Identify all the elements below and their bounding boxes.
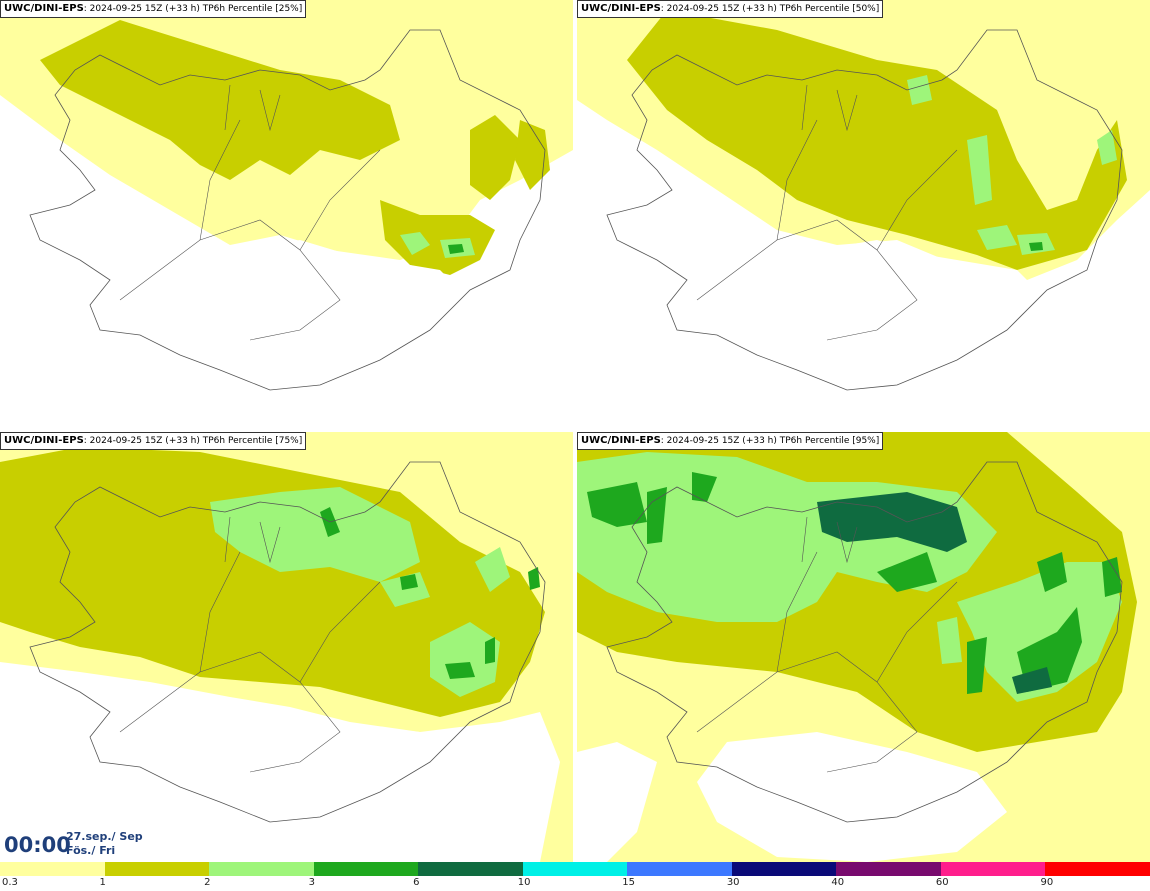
colorbar-segment [104,862,210,876]
panel-title: UWC/DINI-EPS: 2024-09-25 15Z (+33 h) TP6… [0,0,307,18]
map-panel-50: UWC/DINI-EPS: 2024-09-25 15Z (+33 h) TP6… [577,0,1150,430]
run-info: : 2024-09-25 15Z (+33 h) TP6h Percentile… [660,4,880,14]
panel-title: UWC/DINI-EPS: 2024-09-25 15Z (+33 h) TP6… [0,432,307,450]
model-source: UWC/DINI-EPS [4,435,84,446]
colorbar-segment [627,862,732,876]
colorbar-segment [209,862,314,876]
panel-title: UWC/DINI-EPS: 2024-09-25 15Z (+33 h) TP6… [577,432,884,450]
model-source: UWC/DINI-EPS [581,3,661,14]
colorbar-segment [940,862,1046,876]
precipitation-map [577,0,1150,391]
colorbar-segment [0,862,105,876]
precipitation-map [577,432,1150,862]
colorbar-segment [418,862,523,876]
map-panel-95: UWC/DINI-EPS: 2024-09-25 15Z (+33 h) TP6… [577,432,1150,862]
precipitation-map [0,432,573,862]
colorbar-tick-label: 10 [517,877,531,888]
colorbar-segment [313,862,419,876]
valid-time: 00:00 [4,833,71,857]
colorbar-segment [836,862,941,876]
run-info: : 2024-09-25 15Z (+33 h) TP6h Percentile… [83,4,303,14]
colorbar-tick-label: 15 [622,877,635,888]
map-panel-25: UWC/DINI-EPS: 2024-09-25 15Z (+33 h) TP6… [0,0,573,430]
colorbar-tick-label: 3 [308,877,315,888]
colorbar-tick-label: 60 [935,877,949,888]
valid-date: 27.sep./ Sep [66,830,143,843]
colorbar-tick-label: 40 [831,877,845,888]
colorbar-tick-label: 90 [1040,877,1054,888]
run-info: : 2024-09-25 15Z (+33 h) TP6h Percentile… [83,436,303,446]
colorbar-tick-label: 6 [413,877,420,888]
precipitation-colorbar [0,862,1150,876]
model-source: UWC/DINI-EPS [4,3,84,14]
colorbar-tick-label: 2 [204,877,211,888]
colorbar-tick-label: 1 [99,877,106,888]
map-panel-75: UWC/DINI-EPS: 2024-09-25 15Z (+33 h) TP6… [0,432,573,862]
valid-weekday: Fös./ Fri [66,844,116,857]
colorbar-tick-labels: 0.3 1 2 3 6 10 15 30 40 60 90 [0,876,1150,891]
colorbar-segment [1045,862,1150,876]
run-info: : 2024-09-25 15Z (+33 h) TP6h Percentile… [660,436,880,446]
colorbar-tick-label: 0.3 [2,877,18,888]
valid-time-box: 00:00 27.sep./ Sep Fös./ Fri [0,827,160,861]
colorbar-tick-label: 30 [726,877,740,888]
precipitation-map [0,0,573,391]
panel-title: UWC/DINI-EPS: 2024-09-25 15Z (+33 h) TP6… [577,0,884,18]
model-source: UWC/DINI-EPS [581,435,661,446]
colorbar-segment [522,862,628,876]
colorbar-segment [731,862,837,876]
